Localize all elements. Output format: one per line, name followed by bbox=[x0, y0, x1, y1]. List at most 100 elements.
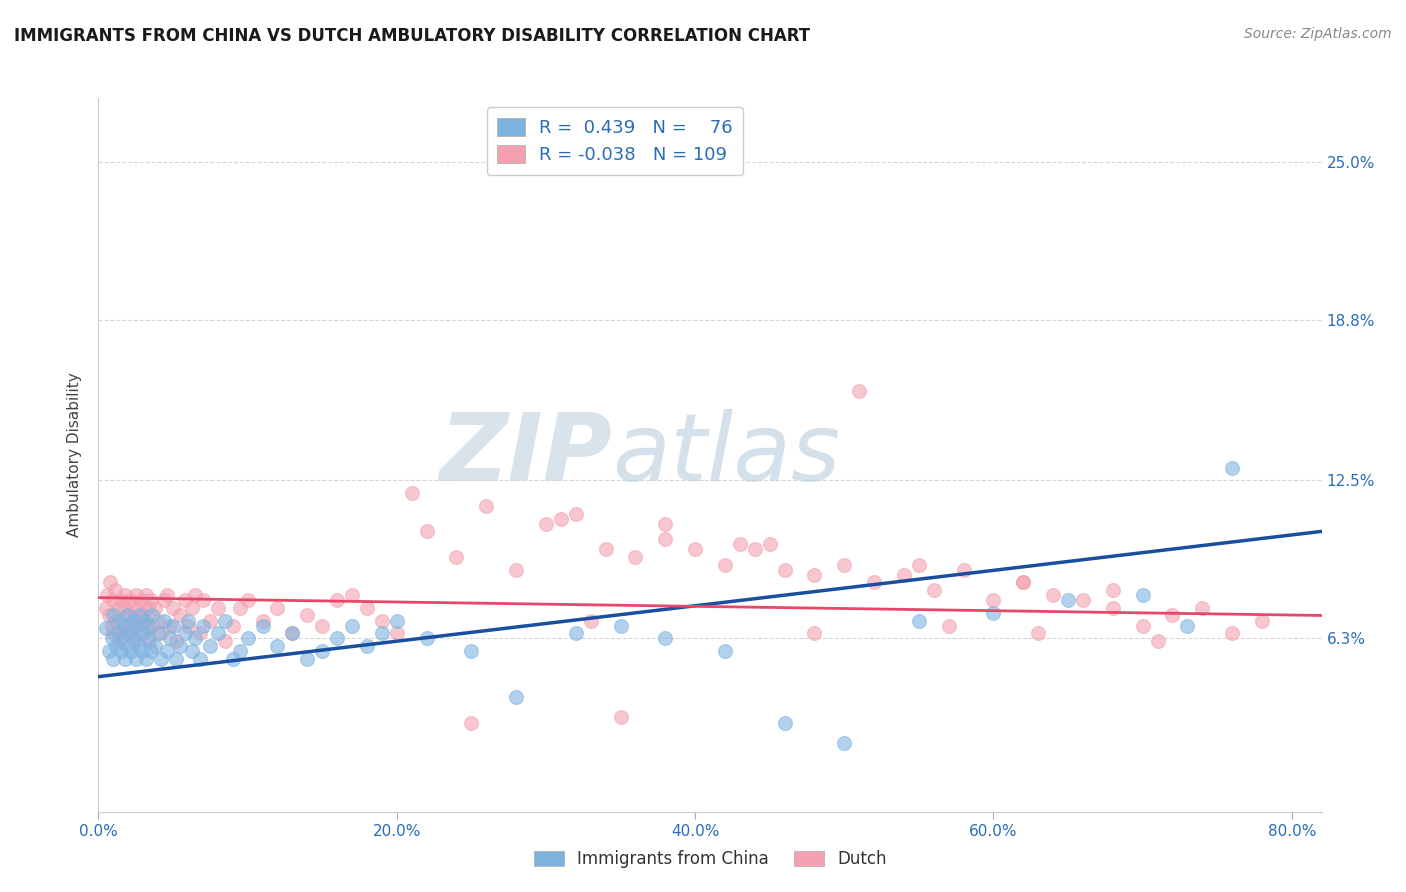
Point bbox=[103, 652, 125, 666]
Point bbox=[177, 618, 200, 632]
Point bbox=[475, 499, 498, 513]
Point bbox=[114, 588, 136, 602]
Point bbox=[1191, 600, 1213, 615]
Point bbox=[107, 600, 129, 615]
Point bbox=[1146, 634, 1168, 648]
Point bbox=[654, 532, 676, 546]
Point bbox=[832, 736, 855, 750]
Point bbox=[97, 644, 120, 658]
Point bbox=[122, 632, 145, 646]
Point bbox=[191, 618, 214, 632]
Point bbox=[832, 558, 855, 572]
Point bbox=[952, 563, 974, 577]
Point bbox=[297, 652, 319, 666]
Point bbox=[159, 632, 181, 646]
Point bbox=[356, 600, 378, 615]
Point bbox=[983, 606, 1005, 620]
Point bbox=[297, 608, 319, 623]
Text: IMMIGRANTS FROM CHINA VS DUTCH AMBULATORY DISABILITY CORRELATION CHART: IMMIGRANTS FROM CHINA VS DUTCH AMBULATOR… bbox=[14, 27, 810, 45]
Point bbox=[188, 652, 211, 666]
Point bbox=[156, 644, 179, 658]
Point bbox=[165, 652, 187, 666]
Point bbox=[1012, 575, 1035, 590]
Point bbox=[139, 644, 162, 658]
Point bbox=[143, 639, 166, 653]
Point bbox=[111, 618, 134, 632]
Point bbox=[207, 626, 229, 640]
Point bbox=[141, 618, 163, 632]
Point bbox=[120, 618, 142, 632]
Point bbox=[505, 563, 527, 577]
Point bbox=[150, 652, 173, 666]
Point bbox=[103, 626, 125, 640]
Point bbox=[848, 384, 870, 399]
Point bbox=[252, 618, 274, 632]
Point bbox=[146, 626, 169, 640]
Point bbox=[326, 593, 349, 607]
Point bbox=[415, 632, 437, 646]
Point bbox=[1220, 626, 1243, 640]
Point bbox=[94, 621, 117, 635]
Point bbox=[191, 593, 214, 607]
Point bbox=[385, 614, 408, 628]
Point bbox=[115, 626, 138, 640]
Point bbox=[863, 575, 886, 590]
Point bbox=[311, 644, 333, 658]
Point bbox=[1177, 618, 1199, 632]
Legend: Immigrants from China, Dutch: Immigrants from China, Dutch bbox=[527, 844, 893, 875]
Point bbox=[97, 608, 120, 623]
Point bbox=[773, 563, 796, 577]
Point bbox=[135, 652, 157, 666]
Point bbox=[1071, 593, 1094, 607]
Point bbox=[110, 593, 132, 607]
Point bbox=[104, 582, 127, 597]
Point bbox=[356, 639, 378, 653]
Point bbox=[101, 618, 124, 632]
Point bbox=[371, 626, 394, 640]
Point bbox=[136, 600, 159, 615]
Point bbox=[114, 652, 136, 666]
Point bbox=[773, 715, 796, 730]
Point bbox=[200, 639, 222, 653]
Point bbox=[714, 558, 737, 572]
Point bbox=[115, 608, 138, 623]
Point bbox=[121, 600, 143, 615]
Point bbox=[266, 600, 288, 615]
Point bbox=[728, 537, 751, 551]
Point bbox=[129, 608, 152, 623]
Point bbox=[803, 626, 825, 640]
Point bbox=[159, 618, 181, 632]
Point bbox=[983, 593, 1005, 607]
Point bbox=[118, 626, 141, 640]
Point bbox=[118, 593, 141, 607]
Point bbox=[132, 626, 155, 640]
Point bbox=[340, 588, 363, 602]
Point bbox=[1132, 588, 1154, 602]
Point bbox=[111, 632, 134, 646]
Point bbox=[94, 600, 117, 615]
Point bbox=[1042, 588, 1064, 602]
Point bbox=[609, 618, 631, 632]
Point bbox=[401, 486, 423, 500]
Point bbox=[460, 644, 482, 658]
Point bbox=[654, 516, 676, 531]
Point bbox=[136, 632, 159, 646]
Text: ZIP: ZIP bbox=[439, 409, 612, 501]
Point bbox=[460, 715, 482, 730]
Point bbox=[922, 582, 945, 597]
Point bbox=[127, 618, 149, 632]
Point bbox=[207, 600, 229, 615]
Point bbox=[169, 608, 191, 623]
Point bbox=[181, 600, 204, 615]
Point bbox=[120, 644, 142, 658]
Point bbox=[1132, 618, 1154, 632]
Point bbox=[565, 626, 588, 640]
Point bbox=[1057, 593, 1080, 607]
Point bbox=[236, 593, 259, 607]
Point bbox=[169, 639, 191, 653]
Point bbox=[311, 618, 333, 632]
Y-axis label: Ambulatory Disability: Ambulatory Disability bbox=[67, 373, 83, 537]
Text: atlas: atlas bbox=[612, 409, 841, 500]
Point bbox=[143, 600, 166, 615]
Point bbox=[1161, 608, 1184, 623]
